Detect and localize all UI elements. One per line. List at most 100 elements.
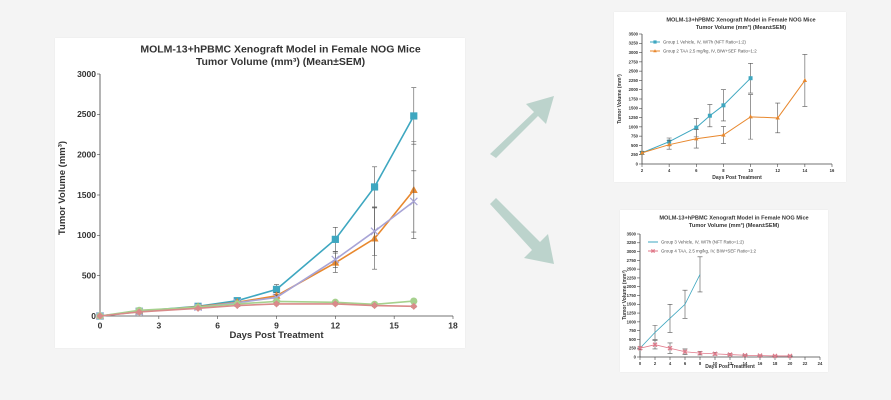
x-tick-label: 4 xyxy=(668,168,671,173)
data-point xyxy=(410,112,418,120)
data-point xyxy=(697,350,703,356)
data-point xyxy=(721,103,726,108)
data-point xyxy=(742,352,748,358)
y-tick-label: 1000 xyxy=(629,124,639,129)
y-tick-label: 1250 xyxy=(627,310,637,315)
chart-subtitle: Tumor Volume (mm³) (Mean±SEM) xyxy=(196,56,365,68)
x-tick-label: 12 xyxy=(728,361,733,366)
y-tick-label: 3000 xyxy=(77,69,96,79)
x-tick-label: 6 xyxy=(684,361,687,366)
main-chart-panel: MOLM-13+hPBMC Xenograft Model in Female … xyxy=(55,38,465,348)
chart-title: MOLM-13+hPBMC Xenograft Model in Female … xyxy=(140,44,420,56)
arrow-up-right-icon xyxy=(490,96,554,158)
y-tick-label: 2000 xyxy=(629,87,639,92)
arrow-up-right-shape xyxy=(490,96,554,158)
chart-title: MOLM-13+hPBMC Xenograft Model in Female … xyxy=(659,216,808,222)
data-point xyxy=(666,142,672,147)
x-tick-label: 9 xyxy=(274,321,279,331)
x-tick-label: 4 xyxy=(669,361,672,366)
data-point xyxy=(694,125,699,130)
data-point xyxy=(96,312,104,320)
x-tick-label: 6 xyxy=(695,168,698,173)
legend-label: Group 3 Vehicle, IV, W/7h (NFT Ratio=1:2… xyxy=(661,240,744,245)
top-right-chart-panel: MOLM-13+hPBMC Xenograft Model in Female … xyxy=(614,12,846,182)
y-tick-label: 2250 xyxy=(627,275,637,280)
y-tick-label: 3000 xyxy=(627,249,637,254)
data-point xyxy=(135,308,143,316)
x-tick-label: 22 xyxy=(803,361,808,366)
data-point xyxy=(410,297,418,305)
series-line xyxy=(641,77,751,154)
y-tick-label: 3500 xyxy=(629,31,639,36)
x-tick-label: 12 xyxy=(775,168,780,173)
y-tick-label: 500 xyxy=(631,143,639,148)
y-tick-label: 2500 xyxy=(77,109,96,119)
data-point xyxy=(272,300,281,308)
series-line xyxy=(99,115,415,317)
data-point xyxy=(748,76,753,81)
data-point xyxy=(652,342,658,348)
y-tick-label: 3250 xyxy=(627,240,637,245)
x-tick-label: 2 xyxy=(641,168,644,173)
x-tick-label: 8 xyxy=(722,168,725,173)
data-point xyxy=(727,352,733,357)
legend-label: Group 4 TAA, 2.5 mg/kg, IV, BIW+SEF Rati… xyxy=(661,249,757,254)
data-point xyxy=(707,113,712,118)
data-point xyxy=(409,197,418,206)
x-tick-label: 16 xyxy=(758,361,763,366)
data-point xyxy=(194,304,202,312)
x-tick-label: 2 xyxy=(654,361,657,366)
y-tick-label: 1500 xyxy=(629,106,639,111)
y-axis-label: Tumor Volume (mm³) xyxy=(617,74,623,124)
y-tick-label: 2000 xyxy=(627,284,637,289)
y-tick-label: 3250 xyxy=(629,41,639,46)
data-point xyxy=(667,345,673,351)
y-tick-label: 1500 xyxy=(627,302,637,307)
data-point xyxy=(802,78,808,83)
legend-marker xyxy=(653,49,657,53)
data-point xyxy=(370,227,379,236)
data-point xyxy=(787,353,793,359)
y-tick-label: 2500 xyxy=(627,267,637,272)
data-point xyxy=(682,349,688,355)
x-tick-label: 16 xyxy=(830,168,835,173)
y-tick-label: 750 xyxy=(631,134,639,139)
x-tick-label: 14 xyxy=(743,361,748,366)
data-point xyxy=(331,255,340,264)
y-tick-label: 2750 xyxy=(629,59,639,64)
chart-subtitle: Tumor Volume (mm³) (Mean±SEM) xyxy=(696,24,786,31)
legend-marker xyxy=(650,248,656,254)
x-axis-label: Days Post Treatment xyxy=(230,330,325,341)
x-tick-label: 14 xyxy=(803,168,808,173)
bottom-right-chart-panel: MOLM-13+hPBMC Xenograft Model in Female … xyxy=(620,210,828,372)
y-tick-label: 1750 xyxy=(629,96,639,101)
x-tick-label: 0 xyxy=(639,361,642,366)
x-tick-label: 20 xyxy=(788,361,793,366)
y-tick-label: 2500 xyxy=(629,69,639,74)
y-tick-label: 0 xyxy=(91,311,96,321)
series-line xyxy=(99,300,414,317)
main-chart: MOLM-13+hPBMC Xenograft Model in Female … xyxy=(57,44,458,342)
chart-subtitle: Tumor Volume (mm³) (Mean±SEM) xyxy=(689,222,779,229)
y-tick-label: 250 xyxy=(631,152,639,157)
y-tick-label: 500 xyxy=(629,337,637,342)
data-point xyxy=(721,132,726,137)
x-tick-label: 15 xyxy=(389,321,399,331)
y-tick-label: 750 xyxy=(629,328,637,333)
x-tick-label: 3 xyxy=(156,321,161,331)
y-tick-label: 1250 xyxy=(629,115,639,120)
y-tick-label: 1500 xyxy=(77,190,96,200)
data-point xyxy=(272,285,281,293)
x-tick-label: 18 xyxy=(773,361,778,366)
y-tick-label: 0 xyxy=(636,161,639,166)
bottom-right-chart: MOLM-13+hPBMC Xenograft Model in Female … xyxy=(622,216,823,370)
arrow-down-right-shape xyxy=(490,198,554,264)
data-point xyxy=(772,353,778,359)
x-tick-label: 12 xyxy=(331,321,341,331)
y-tick-label: 1000 xyxy=(627,319,637,324)
y-axis-label: Tumor Volume (mm³) xyxy=(622,270,628,320)
data-point xyxy=(775,115,780,120)
data-point xyxy=(331,235,339,243)
y-tick-label: 2000 xyxy=(77,150,96,160)
y-tick-label: 3500 xyxy=(627,231,637,236)
